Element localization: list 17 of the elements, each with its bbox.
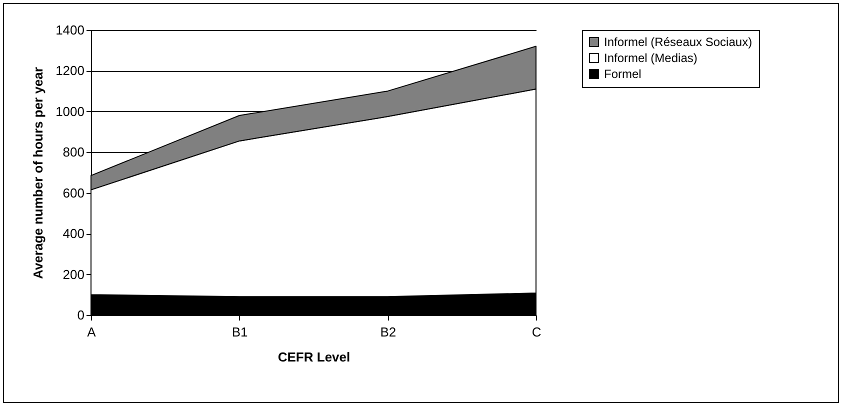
legend-label: Informel (Medias) xyxy=(604,51,698,65)
x-tick-label: B2 xyxy=(380,324,396,340)
y-tick-label: 1400 xyxy=(56,22,84,38)
y-tick-label: 1000 xyxy=(56,104,84,119)
y-axis-title: Average number of hours per year xyxy=(30,67,46,279)
legend-label: Informel (Réseaux Sociaux) xyxy=(604,35,752,49)
legend-label: Formel xyxy=(604,67,642,81)
y-tick-label: 0 xyxy=(77,308,84,322)
y-tick-label: 200 xyxy=(62,266,84,282)
y-tick-label: 400 xyxy=(62,226,84,242)
x-tick-label: B1 xyxy=(232,324,248,340)
x-tick-label: C xyxy=(532,324,542,340)
y-tick-label: 600 xyxy=(62,185,84,200)
y-tick-label: 1200 xyxy=(56,63,84,78)
x-tick-label: A xyxy=(87,324,96,340)
y-tick-label: 800 xyxy=(62,144,84,160)
x-axis-title: CEFR Level xyxy=(278,350,350,364)
